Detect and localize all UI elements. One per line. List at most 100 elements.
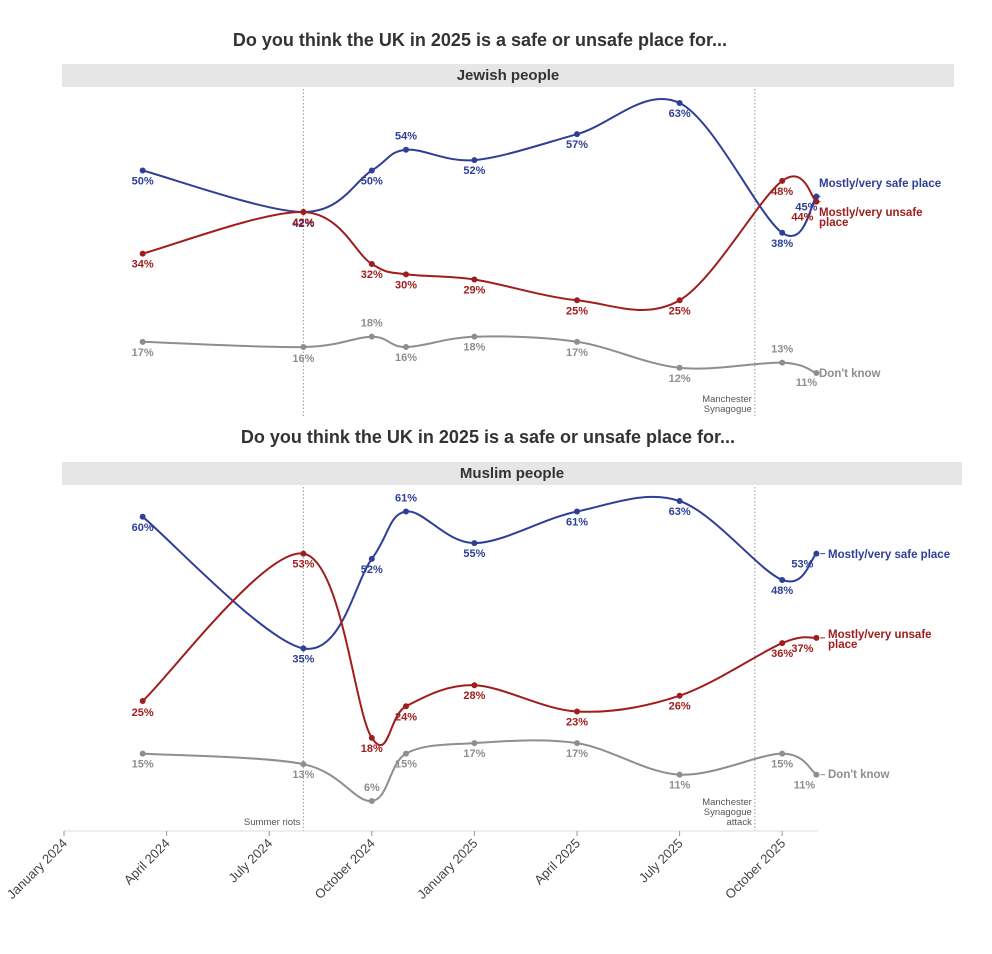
data-label-unsafe: 53% — [292, 559, 314, 571]
data-label-dont_know: 15% — [771, 759, 793, 771]
data-label-safe: 54% — [395, 131, 417, 143]
data-point-safe — [139, 167, 146, 174]
series-line-unsafe — [141, 552, 818, 747]
x-tick-label: July 2024 — [225, 836, 275, 886]
panel-muslim: Do you think the UK in 2025 is a safe or… — [62, 427, 962, 831]
data-point-dont_know — [574, 740, 580, 747]
data-label-unsafe: 24% — [395, 711, 417, 723]
data-label-dont_know: 18% — [361, 318, 383, 330]
data-point-unsafe — [368, 260, 375, 267]
data-point-dont_know — [813, 771, 820, 778]
legend-jewish: Mostly/very safe place Mostly/very unsaf… — [819, 178, 941, 380]
data-point-unsafe — [574, 297, 580, 304]
data-point-unsafe — [368, 734, 375, 741]
data-label-unsafe: 28% — [463, 690, 485, 702]
points-jewish — [139, 100, 820, 376]
data-label-dont_know: 15% — [132, 759, 154, 771]
data-label-dont_know: 17% — [463, 748, 485, 760]
legend-unsafe-muslim-line1: Mostly/very unsafe — [828, 629, 932, 641]
data-point-dont_know — [403, 344, 409, 351]
data-label-safe: 42% — [292, 218, 314, 230]
data-point-unsafe — [403, 271, 409, 278]
data-point-safe — [779, 229, 786, 236]
legend-safe-jewish: Mostly/very safe place — [819, 178, 941, 190]
legend-unsafe-muslim-line2: place — [828, 639, 857, 651]
legend-unsafe-jewish-line2: place — [819, 217, 848, 229]
data-label-unsafe: 36% — [771, 648, 793, 660]
data-label-unsafe: 42% — [292, 217, 314, 229]
data-label-unsafe: 23% — [566, 717, 588, 729]
data-label-unsafe: 48% — [771, 186, 793, 198]
data-point-unsafe — [139, 250, 146, 257]
data-point-safe — [471, 540, 478, 547]
data-label-dont_know: 13% — [771, 344, 793, 356]
data-point-unsafe — [574, 708, 580, 715]
data-point-safe — [403, 508, 409, 515]
data-point-dont_know — [676, 771, 683, 778]
data-label-dont_know: 11% — [796, 377, 818, 389]
x-axis: January 2024 April 2024 July 2024 October 2… — [4, 831, 788, 902]
chart-title-jewish: Do you think the UK in 2025 is a safe or… — [233, 30, 727, 50]
legend-dontknow-muslim: Don't know — [828, 769, 890, 781]
data-point-unsafe — [676, 297, 683, 304]
data-label-dont_know: 17% — [566, 347, 588, 359]
x-tick-label: April 2025 — [531, 836, 583, 888]
data-point-unsafe — [471, 276, 478, 283]
legend-safe-muslim: Mostly/very safe place — [828, 549, 950, 561]
value-labels-muslim: 60% 35% 52% 61% 55% 61% 63% 48% 53% 25% 53% 18% 24% 2… — [132, 493, 816, 794]
data-label-dont_know: 11% — [669, 780, 691, 792]
data-point-dont_know — [779, 750, 786, 757]
data-point-dont_know — [403, 750, 409, 757]
legend-dontknow-jewish: Don't know — [819, 368, 881, 380]
data-point-dont_know — [471, 333, 478, 340]
panel-jewish: Do you think the UK in 2025 is a safe or… — [62, 30, 954, 418]
x-tick-label: January 2024 — [4, 836, 70, 902]
data-point-unsafe — [139, 698, 146, 704]
data-point-dont_know — [139, 338, 146, 345]
data-label-dont_know: 16% — [292, 353, 314, 365]
x-tick-label: April 2024 — [121, 836, 173, 888]
data-label-unsafe: 25% — [566, 305, 588, 317]
legend-muslim: Mostly/very safe place Mostly/very unsaf… — [828, 549, 950, 781]
data-label-dont_know: 17% — [132, 347, 154, 359]
lines-jewish — [141, 97, 821, 374]
data-point-safe — [779, 576, 786, 583]
data-point-unsafe — [676, 692, 683, 699]
data-point-dont_know — [676, 364, 683, 371]
points-muslim — [139, 498, 820, 804]
value-labels-jewish: 50%42%50%54%52%57%63%38%45%34%42%32%30% 2… — [132, 108, 818, 389]
data-label-unsafe: 29% — [463, 285, 485, 297]
data-label-unsafe: 25% — [669, 305, 691, 317]
annotation-text: Synagogue — [704, 807, 752, 818]
data-point-dont_know — [300, 344, 307, 351]
series-line-unsafe — [141, 175, 818, 311]
data-point-safe — [574, 508, 580, 515]
data-point-safe — [676, 100, 683, 106]
data-point-dont_know — [779, 359, 786, 366]
data-label-dont_know: 6% — [364, 782, 380, 794]
data-label-safe: 35% — [292, 653, 314, 665]
chart-title-muslim: Do you think the UK in 2025 is a safe or… — [241, 427, 735, 447]
data-label-safe: 57% — [566, 139, 588, 151]
data-label-safe: 48% — [771, 585, 793, 597]
data-label-safe: 52% — [463, 165, 485, 177]
x-tick-label: October 2025 — [722, 836, 788, 902]
data-label-dont_know: 17% — [566, 748, 588, 760]
data-point-unsafe — [813, 198, 820, 205]
data-point-dont_know — [368, 798, 375, 804]
data-point-dont_know — [300, 761, 307, 768]
x-tick-label: July 2025 — [636, 836, 686, 886]
data-label-safe: 60% — [132, 522, 154, 534]
data-label-dont_know: 15% — [395, 759, 417, 771]
panel-strip-jewish — [62, 64, 954, 87]
data-point-safe — [368, 555, 375, 562]
data-label-unsafe: 30% — [395, 279, 417, 291]
x-tick-label: October 2024 — [312, 836, 378, 902]
data-point-safe — [813, 193, 820, 200]
data-point-dont_know — [368, 333, 375, 340]
data-label-safe: 55% — [463, 548, 485, 560]
data-point-safe — [300, 645, 307, 652]
